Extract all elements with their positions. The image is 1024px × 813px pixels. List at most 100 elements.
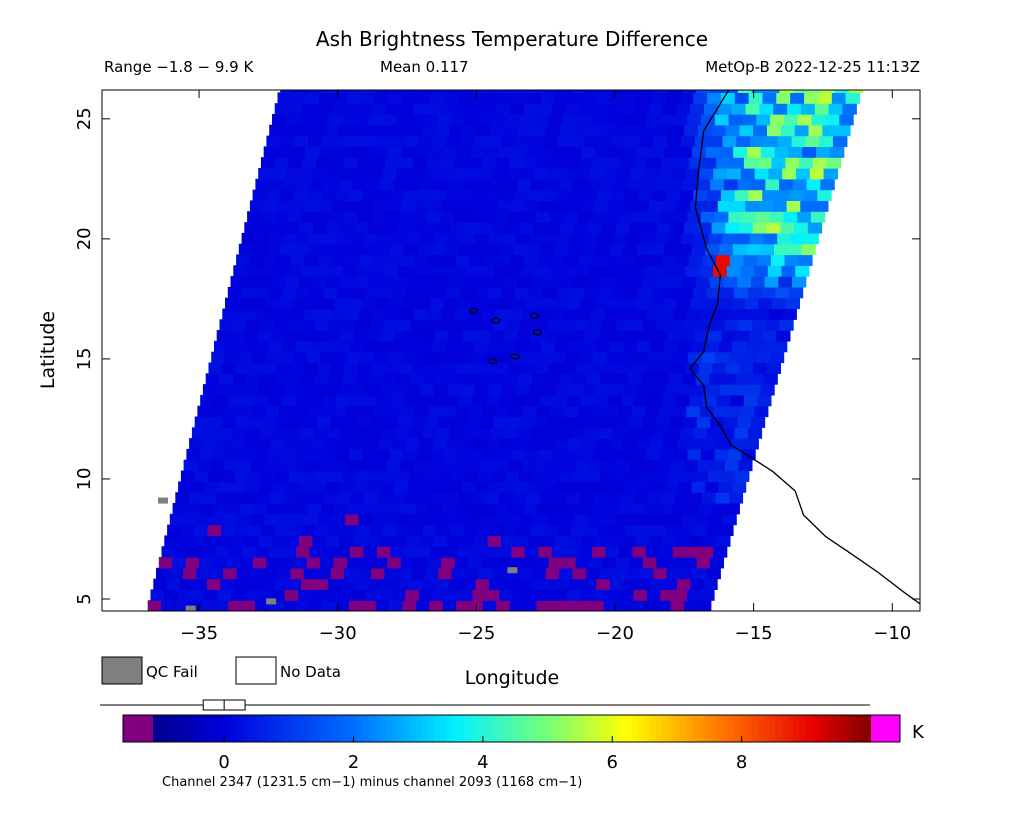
heatmap-cell	[724, 90, 739, 93]
colorbar-segment	[476, 715, 483, 742]
heatmap-cell	[288, 265, 303, 277]
heatmap-cell	[748, 92, 764, 104]
heatmap-cell	[513, 92, 528, 104]
heatmap-cell	[285, 330, 300, 342]
heatmap-cell	[784, 114, 799, 126]
heatmap-cell	[296, 232, 311, 245]
heatmap-cell	[474, 384, 490, 396]
heatmap-cell	[804, 232, 819, 245]
heatmap-cell	[716, 394, 731, 407]
heatmap-cell	[320, 297, 336, 310]
heatmap-cell	[538, 351, 553, 364]
heatmap-cell	[641, 373, 656, 385]
heatmap-cell	[479, 114, 494, 126]
heatmap-cell	[434, 384, 449, 396]
heatmap-cell	[571, 330, 586, 342]
heatmap-cell	[491, 470, 506, 482]
heatmap-cell	[375, 297, 390, 310]
heatmap-cell	[691, 481, 706, 493]
heatmap-cell	[342, 265, 358, 277]
heatmap-cell	[611, 524, 626, 536]
colorbar-under-swatch	[123, 715, 153, 742]
heatmap-cell	[582, 438, 597, 450]
heatmap-cell	[235, 308, 251, 320]
colorbar-segment	[248, 715, 256, 742]
heatmap-cell	[797, 114, 813, 126]
heatmap-cell	[427, 459, 442, 472]
heatmap-cell	[408, 427, 424, 439]
heatmap-cell	[183, 459, 198, 472]
heatmap-cell	[194, 416, 209, 428]
heatmap-cell	[539, 492, 554, 504]
heatmap-cell	[325, 384, 340, 396]
heatmap-cell	[624, 189, 639, 201]
heatmap-cell	[549, 459, 564, 472]
heatmap-cell	[671, 362, 686, 374]
heatmap-cell	[617, 600, 631, 611]
heatmap-cell	[717, 103, 733, 115]
heatmap-cell	[666, 427, 681, 439]
heatmap-cell	[751, 178, 766, 191]
heatmap-cell	[246, 373, 261, 385]
heatmap-cell	[246, 427, 261, 439]
heatmap-cell	[737, 90, 753, 93]
heatmap-cell	[627, 276, 642, 288]
heatmap-cell	[449, 427, 464, 439]
heatmap-cell	[425, 265, 440, 277]
heatmap-cell	[266, 297, 281, 310]
heatmap-cell	[800, 103, 816, 115]
heatmap-cell	[215, 492, 230, 504]
heatmap-cell	[273, 373, 288, 385]
colorbar-segment	[380, 715, 387, 742]
heatmap-cell	[513, 243, 528, 256]
heatmap-cell	[517, 524, 532, 536]
heatmap-cell	[276, 567, 291, 580]
heatmap-cell	[570, 384, 585, 396]
heatmap-cell	[702, 492, 717, 504]
heatmap-cell	[563, 211, 578, 223]
heatmap-cell	[349, 90, 365, 93]
heatmap-cell	[436, 222, 451, 234]
heatmap-cell	[625, 524, 640, 536]
heatmap-cell	[309, 340, 324, 353]
heatmap-cell	[781, 265, 796, 277]
heatmap-cell	[675, 492, 690, 504]
heatmap-cell	[582, 92, 597, 104]
heatmap-cell	[360, 200, 375, 212]
heatmap-cell	[668, 513, 683, 526]
heatmap-cell	[392, 589, 406, 601]
heatmap-cell	[382, 524, 397, 536]
heatmap-cell	[421, 330, 436, 342]
heatmap-cell	[327, 578, 342, 590]
heatmap-cell	[213, 448, 228, 461]
heatmap-cell	[521, 362, 536, 374]
heatmap-cell	[647, 254, 662, 266]
heatmap-cell	[574, 513, 589, 526]
heatmap-cell	[434, 178, 449, 191]
heatmap-cell	[580, 297, 595, 310]
heatmap-cell	[670, 459, 685, 472]
heatmap-cell	[285, 222, 300, 234]
heatmap-cell	[620, 254, 635, 266]
heatmap-cell	[719, 243, 734, 256]
heatmap-cell	[566, 589, 581, 601]
heatmap-cell	[351, 286, 366, 299]
heatmap-cell	[553, 589, 567, 601]
heatmap-cell	[257, 589, 272, 601]
heatmap-cell	[224, 351, 240, 364]
heatmap-cell	[650, 243, 665, 256]
heatmap-cell	[622, 535, 637, 547]
colorbar-segment	[164, 715, 172, 742]
heatmap-cell	[228, 600, 243, 611]
heatmap-cell	[612, 232, 627, 245]
heatmap-cell	[188, 546, 203, 558]
heatmap-cell	[571, 427, 586, 439]
heatmap-cell	[708, 232, 723, 245]
heatmap-cell	[652, 524, 667, 536]
heatmap-cell	[509, 308, 524, 320]
heatmap-cell	[539, 297, 554, 310]
heatmap-cell	[454, 308, 469, 320]
heatmap-cell	[722, 513, 737, 526]
heatmap-cell	[216, 438, 231, 450]
